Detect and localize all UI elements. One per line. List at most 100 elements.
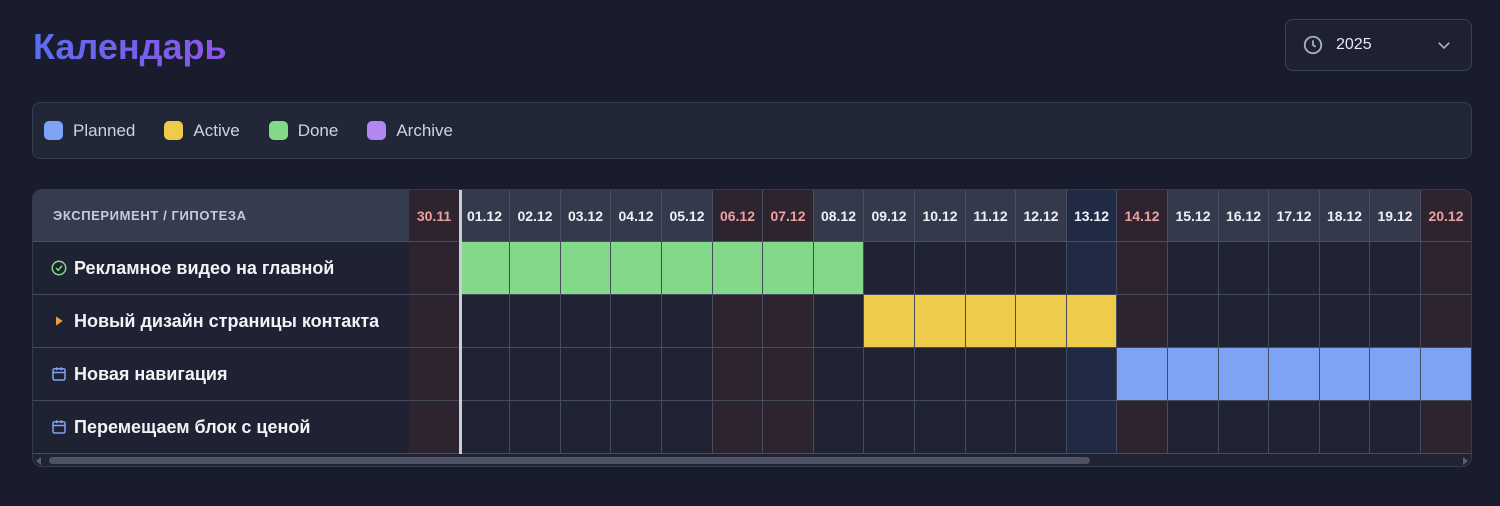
timeline-cell[interactable] [915, 242, 966, 295]
timeline-cell[interactable] [460, 295, 510, 348]
timeline-cell[interactable] [1320, 401, 1370, 454]
timeline-cell[interactable] [1016, 348, 1067, 401]
timeline-cell[interactable] [1117, 401, 1168, 454]
timeline-cell[interactable] [1269, 401, 1320, 454]
timeline-cell[interactable] [1269, 295, 1320, 348]
timeline-bar-cell[interactable] [713, 242, 763, 295]
calendar-icon [50, 365, 68, 383]
timeline-bar-cell[interactable] [510, 242, 561, 295]
experiment-row-label[interactable]: Новая навигация [33, 348, 409, 401]
timeline-bar-cell[interactable] [460, 242, 510, 295]
timeline-cell[interactable] [1016, 401, 1067, 454]
timeline-cell[interactable] [1067, 242, 1117, 295]
timeline-cell[interactable] [662, 401, 713, 454]
timeline-cell[interactable] [510, 348, 561, 401]
timeline-bar-cell[interactable] [611, 242, 662, 295]
timeline-bar-cell[interactable] [1117, 348, 1168, 401]
timeline-cell[interactable] [561, 401, 611, 454]
timeline-bar-cell[interactable] [814, 242, 864, 295]
timeline-cell[interactable] [1370, 401, 1421, 454]
timeline-cell[interactable] [1168, 401, 1219, 454]
timeline-cell[interactable] [409, 295, 460, 348]
timeline-cell[interactable] [460, 348, 510, 401]
timeline-bar-cell[interactable] [864, 295, 915, 348]
timeline-cell[interactable] [1219, 401, 1269, 454]
timeline-bar-cell[interactable] [662, 242, 713, 295]
timeline-cell[interactable] [763, 295, 814, 348]
timeline-cell[interactable] [814, 295, 864, 348]
timeline-cell[interactable] [713, 348, 763, 401]
timeline-cell[interactable] [1219, 242, 1269, 295]
legend-label: Active [193, 120, 240, 140]
timeline-cell[interactable] [966, 242, 1016, 295]
timeline-cell[interactable] [510, 401, 561, 454]
scroll-left-icon[interactable] [35, 457, 43, 465]
legend-item-active: Active [164, 120, 240, 141]
timeline-bar-cell[interactable] [1168, 348, 1219, 401]
timeline-cell[interactable] [713, 295, 763, 348]
timeline-bar-cell[interactable] [1370, 348, 1421, 401]
experiment-row-label[interactable]: Перемещаем блок с ценой [33, 401, 409, 454]
timeline-cell[interactable] [409, 348, 460, 401]
experiment-name: Рекламное видео на главной [74, 257, 335, 278]
timeline-bar-cell[interactable] [1269, 348, 1320, 401]
timeline-cell[interactable] [1117, 242, 1168, 295]
timeline-cell[interactable] [611, 295, 662, 348]
timeline-cell[interactable] [1117, 295, 1168, 348]
timeline-cell[interactable] [561, 295, 611, 348]
timeline-bar-cell[interactable] [1067, 295, 1117, 348]
timeline-bar-cell[interactable] [915, 295, 966, 348]
timeline-cell[interactable] [1421, 295, 1471, 348]
timeline-bar-cell[interactable] [1421, 348, 1471, 401]
timeline-cell[interactable] [611, 348, 662, 401]
timeline-cell[interactable] [561, 348, 611, 401]
timeline-cell[interactable] [460, 401, 510, 454]
timeline-cell[interactable] [409, 242, 460, 295]
timeline-cell[interactable] [814, 401, 864, 454]
timeline-bar-cell[interactable] [966, 295, 1016, 348]
timeline-cell[interactable] [1421, 242, 1471, 295]
date-header: 11.12 [966, 190, 1016, 242]
scroll-right-icon[interactable] [1461, 457, 1469, 465]
experiment-row-label[interactable]: Рекламное видео на главной [33, 242, 409, 295]
timeline-cell[interactable] [713, 401, 763, 454]
timeline-cell[interactable] [864, 242, 915, 295]
timeline-bar-cell[interactable] [1016, 295, 1067, 348]
timeline-cell[interactable] [915, 348, 966, 401]
timeline-bar-cell[interactable] [1219, 348, 1269, 401]
timeline-cell[interactable] [864, 401, 915, 454]
timeline-cell[interactable] [763, 401, 814, 454]
timeline-cell[interactable] [1370, 242, 1421, 295]
timeline-cell[interactable] [763, 348, 814, 401]
timeline-cell[interactable] [1168, 242, 1219, 295]
legend-item-archive: Archive [367, 121, 453, 141]
timeline-bar-cell[interactable] [1320, 348, 1370, 401]
timeline-cell[interactable] [611, 401, 662, 454]
timeline-cell[interactable] [510, 295, 561, 348]
timeline-cell[interactable] [662, 295, 713, 348]
timeline-cell[interactable] [1370, 295, 1421, 348]
year-select[interactable]: 2025 [1285, 19, 1472, 71]
timeline-cell[interactable] [409, 401, 460, 454]
timeline-cell[interactable] [1320, 295, 1370, 348]
timeline-cell[interactable] [1067, 401, 1117, 454]
timeline-bar-cell[interactable] [561, 242, 611, 295]
timeline-cell[interactable] [966, 348, 1016, 401]
timeline-cell[interactable] [1269, 242, 1320, 295]
timeline-cell[interactable] [1168, 295, 1219, 348]
timeline-cell[interactable] [966, 401, 1016, 454]
timeline-cell[interactable] [915, 401, 966, 454]
year-value: 2025 [1336, 36, 1372, 53]
scrollbar-thumb[interactable] [49, 457, 1090, 464]
timeline-bar-cell[interactable] [763, 242, 814, 295]
timeline-cell[interactable] [1219, 295, 1269, 348]
timeline-cell[interactable] [662, 348, 713, 401]
timeline-cell[interactable] [864, 348, 915, 401]
timeline-cell[interactable] [814, 348, 864, 401]
timeline-cell[interactable] [1067, 348, 1117, 401]
horizontal-scrollbar[interactable] [33, 454, 1471, 466]
timeline-cell[interactable] [1421, 401, 1471, 454]
timeline-cell[interactable] [1320, 242, 1370, 295]
timeline-cell[interactable] [1016, 242, 1067, 295]
experiment-row-label[interactable]: Новый дизайн страницы контакта [33, 295, 409, 348]
